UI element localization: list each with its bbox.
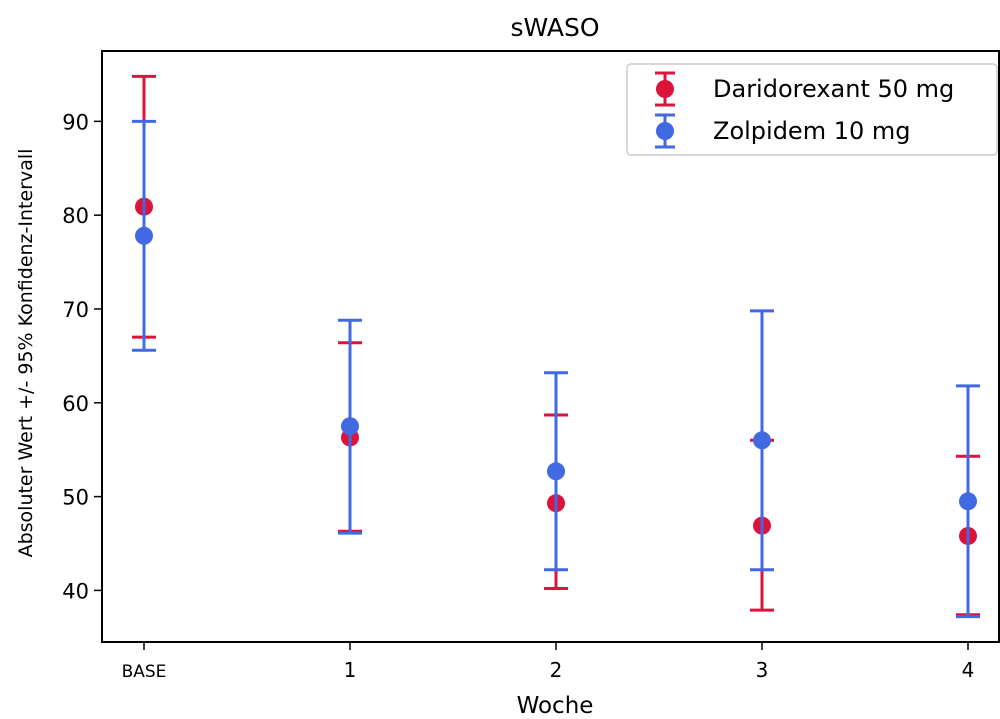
y-axis-label: Absoluter Wert +/- 95% Konfidenz-Interva… [15,149,37,558]
data-point [135,226,153,245]
legend-box [626,63,998,156]
y-tick-label: 70 [62,298,89,322]
plot-series [132,74,980,619]
x-tick-label: 3 [756,658,769,682]
x-axis-label: Woche [517,693,594,719]
legend-marker-zolpidem [655,113,675,149]
legend-label-zolpidem: Zolpidem 10 mg [713,117,910,145]
y-tick-label: 80 [62,204,89,228]
y-tick-label: 50 [62,486,89,510]
data-point [959,492,977,511]
data-point [341,417,359,436]
legend: Daridorexant 50 mg Zolpidem 10 mg [626,63,998,156]
legend-point [656,122,674,140]
data-point [547,462,565,481]
x-tick-label: BASE [122,662,167,682]
plot-frame [101,50,1000,643]
x-tick-label: 2 [550,658,563,682]
x-tick-label: 1 [344,658,357,682]
legend-marker-daridorexant [655,71,675,107]
legend-point [656,80,674,98]
legend-label-daridorexant: Daridorexant 50 mg [713,75,954,103]
series-1 [132,119,980,619]
data-point [753,431,771,450]
chart-title: sWASO [510,13,599,42]
x-axis-ticks: BASE 1 2 3 4 [122,642,975,682]
x-tick-label: 4 [962,658,975,682]
y-tick-label: 90 [62,110,89,134]
y-axis-ticks: 40 50 60 70 80 90 [62,110,102,603]
y-tick-label: 40 [62,579,89,603]
y-tick-label: 60 [62,392,89,416]
